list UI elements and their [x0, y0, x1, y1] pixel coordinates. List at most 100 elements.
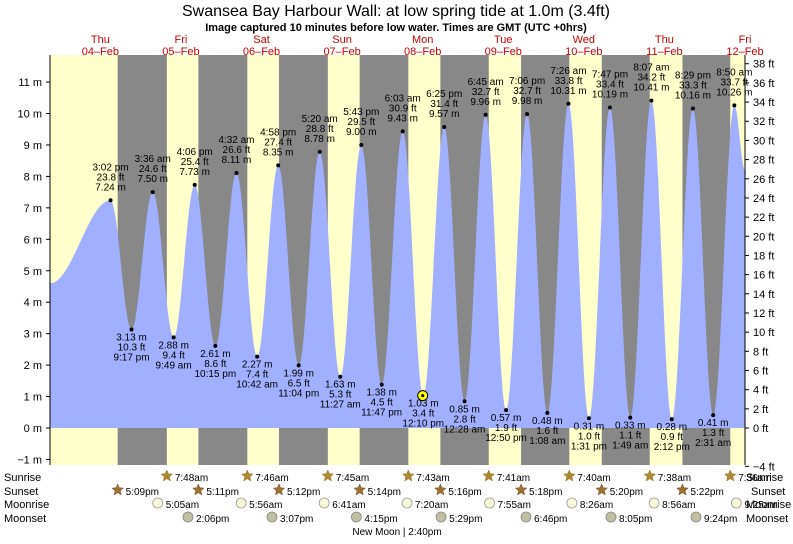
high-tide-point [276, 163, 281, 168]
right-tick-label: 28 ft [753, 155, 774, 167]
high-tide-label: 7:47 pm [592, 70, 628, 81]
high-tide-label: 33.3 ft [679, 80, 707, 91]
high-tide-point [234, 170, 239, 175]
sunrise-icon [723, 469, 737, 482]
high-tide-label: 32.7 ft [472, 87, 500, 98]
high-tide-label: 7.24 m [95, 182, 126, 193]
day-name-label: Sun [332, 34, 352, 46]
sunset-time: 5:11pm [206, 487, 239, 498]
moonset-time: 2:06pm [196, 514, 229, 525]
low-tide-label: 10:15 pm [195, 369, 237, 380]
low-tide-label: 0.9 ft [661, 432, 683, 443]
low-tide-point [296, 363, 301, 368]
current-position-dot [421, 394, 425, 398]
low-tide-label: 1.1 ft [619, 431, 641, 442]
high-tide-point [150, 190, 155, 195]
chart-subtitle: Image captured 10 minutes before low wat… [205, 22, 587, 34]
moonset-time: 5:29pm [449, 514, 482, 525]
day-name-label: Mon [412, 34, 433, 46]
low-tide-point [255, 354, 260, 359]
right-tick-label: 4 ft [753, 385, 768, 397]
sunset-row-label-right: Sunset [751, 486, 785, 498]
right-tick-label: 12 ft [753, 308, 774, 320]
sunrise-icon [482, 469, 496, 482]
high-tide-label: 6:45 am [468, 77, 504, 88]
high-tide-point [192, 182, 197, 187]
high-tide-point [108, 198, 113, 203]
right-tick-label: 10 ft [753, 327, 774, 339]
high-tide-label: 27.4 ft [264, 137, 292, 148]
high-tide-point [483, 112, 488, 117]
left-tick-label: 11 m [18, 77, 42, 89]
sunrise-row-label-left: Sunrise [4, 472, 41, 484]
low-tide-label: 10.3 ft [118, 343, 146, 354]
sunset-icon [514, 483, 528, 496]
high-tide-label: 9.98 m [512, 96, 543, 107]
high-tide-point [649, 98, 654, 103]
high-tide-label: 8:50 am [716, 67, 752, 78]
sunrise-icon [643, 469, 657, 482]
moonrise-icon [648, 497, 660, 509]
high-tide-label: 32.7 ft [513, 86, 541, 97]
low-tide-label: 10:42 am [236, 380, 278, 391]
right-tick-label: 22 ft [753, 212, 774, 224]
high-tide-point [317, 149, 322, 154]
sunset-time: 5:09pm [126, 487, 159, 498]
high-tide-label: 28.8 ft [306, 124, 334, 135]
moonrise-icon [484, 497, 495, 509]
moonrise-time: 9:25am [744, 500, 777, 511]
low-tide-point [129, 327, 134, 332]
low-tide-label: 12:50 pm [485, 433, 527, 444]
high-tide-label: 10.16 m [675, 90, 711, 101]
low-tide-label: 6.5 ft [288, 378, 310, 389]
low-tide-label: 1.99 m [283, 368, 314, 379]
sunrise-time: 7:46am [255, 473, 288, 484]
day-name-label: Thu [91, 34, 110, 46]
low-tide-label: 2.61 m [200, 349, 231, 360]
right-tick-label: 0 ft [753, 423, 768, 435]
day-name-label: Tue [494, 34, 513, 46]
high-tide-label: 30.9 ft [389, 103, 417, 114]
left-tick-label: 9 m [24, 140, 42, 152]
sunset-icon [272, 483, 286, 496]
low-tide-label: 1.38 m [366, 388, 397, 399]
sunset-icon [111, 483, 125, 496]
high-tide-point [732, 103, 737, 108]
low-tide-label: 1.03 m [408, 399, 439, 410]
moonset-time: 4:15pm [364, 514, 397, 525]
right-tick-label: 8 ft [753, 346, 768, 358]
right-tick-label: −4 ft [753, 461, 775, 473]
day-date-label: 06–Feb [243, 46, 280, 58]
high-tide-label: 4:06 pm [177, 147, 213, 158]
sunrise-icon [562, 469, 576, 482]
sunrise-icon [401, 469, 415, 482]
moonset-icon [605, 511, 617, 523]
left-tick-label: 8 m [24, 171, 42, 183]
high-tide-label: 23.8 ft [97, 172, 125, 183]
high-tide-label: 9.43 m [387, 113, 418, 124]
low-tide-label: 2:31 am [695, 438, 731, 449]
low-tide-label: 3.13 m [116, 333, 147, 344]
low-tide-point [213, 343, 218, 348]
sunset-time: 5:16pm [448, 487, 481, 498]
low-tide-point [338, 374, 343, 379]
high-tide-point [607, 105, 612, 110]
low-tide-point [545, 410, 550, 415]
high-tide-label: 8:07 am [633, 63, 669, 74]
day-date-label: 10–Feb [565, 46, 602, 58]
sunrise-time: 7:41am [497, 473, 530, 484]
moonrise-time: 7:55am [498, 500, 531, 511]
high-tide-label: 7:26 am [550, 66, 586, 77]
high-tide-label: 33.8 ft [555, 76, 583, 87]
high-tide-point [525, 112, 530, 117]
low-tide-point [711, 413, 716, 418]
high-tide-point [566, 101, 571, 106]
day-name-label: Fri [739, 34, 752, 46]
high-tide-label: 5:20 am [302, 114, 338, 125]
low-tide-label: 11:04 pm [278, 388, 319, 399]
high-tide-label: 6:25 pm [426, 89, 462, 100]
high-tide-label: 7.73 m [179, 167, 210, 178]
moonrise-time: 5:05am [166, 500, 199, 511]
right-tick-label: 32 ft [753, 116, 774, 128]
left-tick-label: 3 m [24, 329, 42, 341]
